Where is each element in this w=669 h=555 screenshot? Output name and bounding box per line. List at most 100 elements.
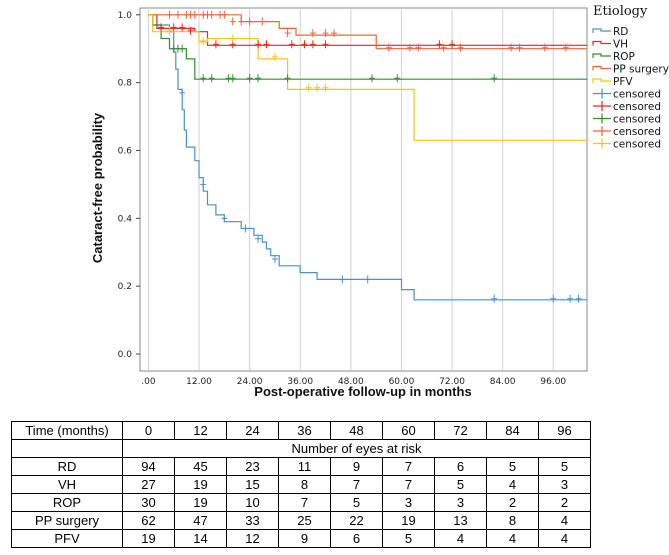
series-line-rd — [148, 14, 587, 301]
censor-mark-pp-surgery — [191, 10, 198, 19]
risk-value-cell: 45 — [174, 457, 227, 476]
legend-censor-item-rop: censored — [593, 113, 661, 126]
censor-mark-rop — [491, 74, 498, 83]
censor-mark-vh — [170, 23, 177, 32]
legend-censor-item-rd: censored — [593, 88, 661, 101]
risk-value-cell: 9 — [330, 457, 383, 476]
y-tick-label: 0.0 — [118, 350, 133, 360]
censor-mark-vh — [301, 40, 308, 49]
y-tick-label: 0.8 — [118, 79, 133, 89]
risk-value-cell: 11 — [278, 457, 331, 476]
censor-mark-vh — [436, 40, 443, 49]
y-tick-label: 0.2 — [118, 282, 132, 292]
legend-censor-label: censored — [613, 89, 661, 101]
censor-mark-rd — [271, 255, 278, 264]
censor-mark-pp-surgery — [406, 43, 413, 52]
censor-mark-rop — [229, 74, 236, 83]
legend-censor-label: censored — [613, 101, 661, 113]
legend-item-vh: VH — [592, 39, 628, 51]
risk-value-cell: 30 — [122, 493, 175, 512]
censor-mark-vh — [309, 40, 316, 49]
legend-label: PP surgery — [613, 64, 669, 76]
censor-mark-rop — [179, 44, 186, 53]
censor-mark-vh — [158, 23, 165, 32]
legend-item-rop: ROP — [592, 51, 635, 63]
censor-mark-rop — [200, 74, 207, 83]
risk-value-cell: 8 — [278, 475, 331, 494]
risk-header-label: Time (months) — [11, 421, 123, 440]
legend-label: RD — [613, 26, 628, 38]
legend-item-rd: RD — [592, 26, 628, 38]
censor-mark-pfv — [200, 36, 207, 45]
risk-time-cell: 12 — [174, 421, 227, 440]
risk-row-label: PFV — [11, 529, 123, 548]
risk-value-cell: 7 — [330, 475, 383, 494]
risk-value-cell: 5 — [486, 457, 539, 476]
censor-mark-vh — [212, 40, 219, 49]
risk-time-cell: 0 — [122, 421, 175, 440]
legend-label: ROP — [613, 51, 635, 63]
censor-mark-pp-surgery — [229, 17, 236, 26]
censor-mark-pp-surgery — [208, 10, 215, 19]
risk-time-cell: 72 — [434, 421, 487, 440]
risk-time-cell: 24 — [226, 421, 279, 440]
censor-mark-rd — [339, 275, 346, 284]
risk-value-cell: 3 — [538, 475, 591, 494]
risk-value-cell: 19 — [382, 511, 435, 530]
risk-time-cell: 48 — [330, 421, 383, 440]
censor-mark-rd — [242, 224, 249, 233]
x-tick-label: 60.00 — [389, 377, 415, 387]
risk-value-cell: 6 — [330, 529, 383, 548]
risk-subheader-row: Number of eyes at risk — [11, 439, 591, 458]
risk-value-cell: 4 — [486, 475, 539, 494]
axis-ticks: .00 12.00 24.00 36.00 48.00 60.00 72.00 84.00 96… — [118, 11, 567, 387]
legend-swatch — [592, 78, 611, 83]
censor-mark-vh — [179, 23, 186, 32]
number-at-risk-table: Time (months) 0 12 24 36 48 60 72 84 96 Number of … — [11, 421, 591, 548]
censor-mark-vh — [322, 40, 329, 49]
risk-value-cell: 3 — [382, 493, 435, 512]
risk-value-cell: 47 — [174, 511, 227, 530]
legend-item-pp-surgery: PP surgery — [592, 64, 669, 76]
censor-mark-pp-surgery — [516, 43, 523, 52]
x-tick-label: 36.00 — [287, 377, 313, 387]
legend-title: Etiology — [593, 4, 648, 19]
legend-swatch — [592, 28, 611, 33]
risk-value-cell: 5 — [434, 475, 487, 494]
risk-value-cell: 19 — [122, 529, 175, 548]
censor-mark-pp-surgery — [166, 10, 173, 19]
risk-value-cell: 4 — [538, 511, 591, 530]
legend-censor-label: censored — [613, 126, 661, 138]
censor-mark-pfv — [166, 26, 173, 35]
censor-mark-pp-surgery — [238, 17, 245, 26]
censor-mark-pp-surgery — [457, 43, 464, 52]
x-tick-label: 72.00 — [439, 377, 465, 387]
risk-value-cell: 13 — [434, 511, 487, 530]
censor-mark-pp-surgery — [541, 43, 548, 52]
risk-row-pfv: PFV 19 14 12 9 6 5 4 4 4 — [11, 529, 591, 548]
risk-value-cell: 9 — [278, 529, 331, 548]
x-tick-label: 12.00 — [186, 377, 212, 387]
risk-value-cell: 7 — [382, 475, 435, 494]
risk-value-cell: 94 — [122, 457, 175, 476]
censor-mark-rd — [221, 214, 228, 223]
risk-time-cell: 84 — [486, 421, 539, 440]
risk-value-cell: 23 — [226, 457, 279, 476]
risk-value-cell: 10 — [226, 493, 279, 512]
censor-mark-rd — [567, 294, 574, 303]
censor-mark-rop — [368, 74, 375, 83]
y-tick-label: 0.4 — [118, 214, 133, 224]
censor-mark-rd — [491, 294, 498, 303]
risk-subheader: Number of eyes at risk — [122, 439, 591, 458]
risk-row-rd: RD 94 45 23 11 9 7 6 5 5 — [11, 457, 591, 476]
y-axis-title: Cataract-free probability — [90, 112, 105, 263]
legend-censor-item-pp-surgery: censored — [593, 126, 661, 138]
risk-subheader-blank — [11, 439, 123, 458]
risk-value-cell: 12 — [226, 529, 279, 548]
censor-mark-rd — [550, 294, 557, 303]
y-tick-label: 1.0 — [118, 11, 133, 21]
legend-censor-item-pfv: censored — [593, 138, 661, 151]
risk-value-cell: 4 — [486, 529, 539, 548]
risk-value-cell: 4 — [538, 529, 591, 548]
